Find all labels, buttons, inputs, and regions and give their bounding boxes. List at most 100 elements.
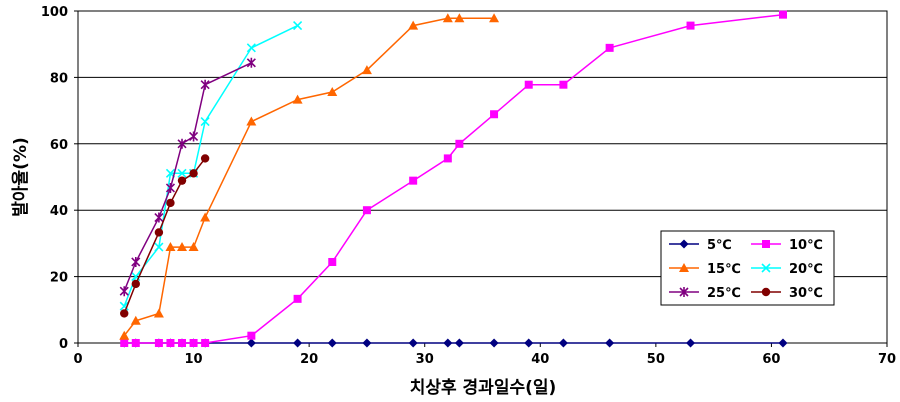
data-point [165,182,176,193]
legend-item: 30℃ [751,286,823,301]
data-point [246,43,256,53]
legend-label: 20℃ [789,262,823,277]
y-axis-title: 발아율(%) [11,137,31,217]
data-point [246,57,256,68]
data-point [188,242,199,252]
y-axis: 0 20 40 60 80 100 [41,5,78,352]
series-line [123,24,298,307]
data-point [119,286,129,297]
data-point [490,110,499,119]
series-3 [119,13,500,340]
series-line [123,17,495,337]
legend-item: 5℃ [669,238,732,253]
data-point [131,279,140,289]
data-point [120,339,129,347]
series-2 [120,10,787,347]
legend-swatch-marker [679,263,689,272]
legend-swatch-marker [761,263,771,273]
data-point [408,338,418,348]
series-5 [119,57,256,297]
legend-item: 10℃ [751,238,823,253]
legend-label: 30℃ [789,286,823,301]
legend-swatch-marker [679,287,689,297]
y-tick-label: 60 [50,138,68,153]
data-point [177,138,187,149]
data-point [524,338,534,348]
data-point [246,338,256,348]
data-point [119,301,129,311]
data-point [201,339,210,347]
x-tick-label: 60 [762,352,780,367]
data-point [293,294,302,303]
legend-swatch-marker [679,239,689,249]
data-point [292,94,303,104]
data-point [120,309,129,318]
data-point [154,339,163,347]
data-point [361,65,372,75]
x-tick-label: 30 [416,352,434,367]
data-point [559,80,568,89]
data-point [443,154,452,163]
x-tick-label: 10 [185,352,203,367]
series-layer [119,10,788,348]
data-point [165,242,176,252]
legend-label: 25℃ [707,286,741,301]
data-point [166,198,175,208]
data-point [131,339,140,347]
data-point [442,13,453,23]
y-tick-label: 40 [50,204,68,219]
series-4 [119,21,303,311]
x-tick-label: 50 [647,352,665,367]
data-point [154,212,164,223]
data-point [778,338,788,348]
data-point [605,43,614,52]
series-line [123,157,206,314]
x-tick-label: 20 [300,352,318,367]
data-point [778,10,787,19]
series-1 [119,338,788,348]
data-point [177,176,187,185]
data-point [558,338,568,348]
data-point [409,176,418,185]
data-point [362,338,372,348]
x-tick-label: 70 [878,352,896,367]
data-point [200,154,210,163]
legend-label: 15℃ [707,262,741,277]
data-point [200,212,211,222]
data-point [524,80,533,89]
data-point [154,242,164,252]
x-axis: 0 10 20 30 40 50 60 70 [73,343,896,367]
data-point [489,338,499,348]
data-point [247,331,256,340]
data-point [153,308,164,318]
data-point [154,228,164,237]
y-tick-label: 0 [59,337,68,352]
legend-swatch-marker [761,287,771,297]
legend: 5℃ 10℃ 15℃ 20℃ 25℃ 30℃ [660,230,835,306]
data-point [189,339,198,347]
data-point [327,338,337,348]
legend-swatch-marker [762,240,770,248]
data-point [166,339,175,347]
x-axis-title: 치상후 경과일수(일) [410,377,557,398]
data-point [293,21,303,31]
data-point [246,116,257,126]
data-point [119,330,130,340]
x-tick-label: 40 [531,352,549,367]
data-point [189,131,199,142]
series-line [123,62,252,292]
data-point [131,256,141,267]
legend-label: 10℃ [789,238,823,253]
data-point [177,242,188,252]
legend-item: 15℃ [669,262,741,277]
data-point [189,169,198,178]
data-point [293,338,303,348]
data-point [408,20,419,30]
data-point [328,257,337,266]
legend-item: 25℃ [669,286,741,301]
data-point [686,21,695,30]
data-point [454,13,465,23]
data-point [686,338,696,348]
legend-item: 20℃ [751,262,823,277]
y-tick-label: 80 [50,71,68,86]
